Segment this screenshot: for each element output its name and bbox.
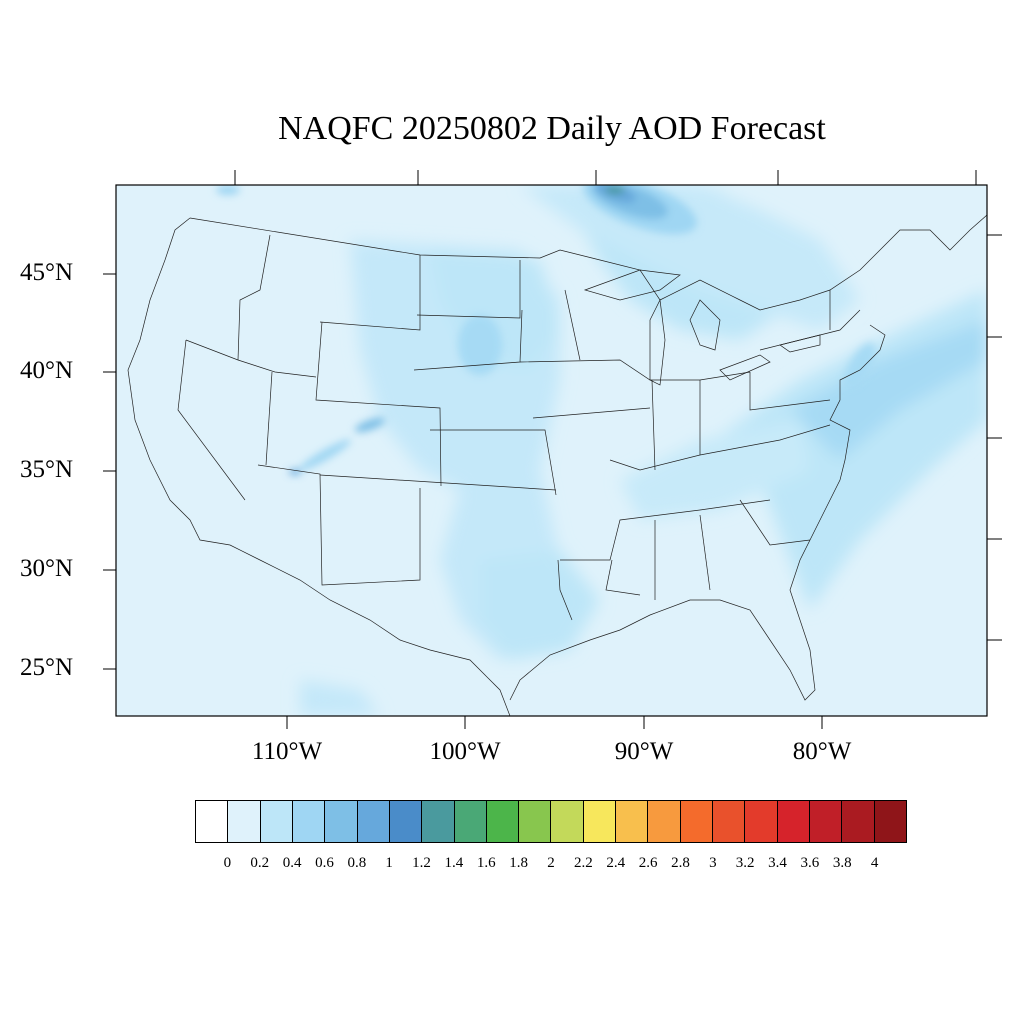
colorbar-swatch xyxy=(616,801,649,842)
colorbar-label: 1.6 xyxy=(476,855,496,871)
colorbar-label: 2.6 xyxy=(638,855,658,871)
lat-label-25: 25°N xyxy=(20,654,74,681)
map-title: NAQFC 20250802 Daily AOD Forecast xyxy=(278,110,826,147)
colorbar-label: 3.6 xyxy=(800,855,820,871)
lat-label-35: 35°N xyxy=(20,456,74,483)
colorbar-label: 1 xyxy=(385,855,393,871)
colorbar-swatch xyxy=(422,801,455,842)
colorbar-swatch xyxy=(325,801,358,842)
colorbar-swatch xyxy=(389,801,423,842)
colorbar-swatch xyxy=(583,801,617,842)
colorbar-label: 0.4 xyxy=(282,855,302,871)
lon-label-110w: 110°W xyxy=(251,738,323,765)
aod-field xyxy=(116,185,987,716)
lon-label-80w: 80°W xyxy=(792,738,852,765)
colorbar-label: 4 xyxy=(870,855,879,871)
colorbar-swatch xyxy=(713,801,746,842)
colorbar-label: 0.8 xyxy=(347,855,367,871)
colorbar-swatch xyxy=(680,801,713,842)
colorbar-swatch xyxy=(454,801,487,842)
colorbar-label: 1.4 xyxy=(444,855,464,871)
lat-label-45: 45°N xyxy=(20,259,74,286)
colorbar-swatch xyxy=(292,801,326,842)
colorbar-label: 3.2 xyxy=(735,855,755,871)
colorbar-swatch xyxy=(228,801,261,842)
colorbar-swatch xyxy=(842,801,875,842)
colorbar-swatch xyxy=(745,801,778,842)
colorbar-swatch xyxy=(809,801,843,842)
axis-ticks xyxy=(103,170,1002,729)
colorbar-label: 3.4 xyxy=(768,855,787,871)
map-frame xyxy=(115,184,988,717)
lon-label-100w: 100°W xyxy=(429,738,501,765)
colorbar-label: 2.8 xyxy=(671,855,690,871)
colorbar-label: 2.2 xyxy=(573,855,593,871)
colorbar-swatch xyxy=(260,801,293,842)
colorbar-swatch xyxy=(648,801,681,842)
colorbar-label: 1.2 xyxy=(412,855,431,871)
colorbar-swatch xyxy=(874,801,906,842)
colorbar-swatch xyxy=(357,801,390,842)
colorbar-label: 3 xyxy=(709,855,717,871)
colorbar-swatch xyxy=(519,801,552,842)
colorbar-swatch xyxy=(486,801,520,842)
state-boundaries xyxy=(127,214,987,716)
colorbar-label: 0.2 xyxy=(250,855,270,871)
colorbar-swatch xyxy=(777,801,810,842)
colorbar-swatch xyxy=(551,801,584,842)
colorbar-label: 0.6 xyxy=(315,855,334,871)
colorbar-label: 3.8 xyxy=(832,855,852,871)
colorbar-label: 2.4 xyxy=(606,855,626,871)
colorbar-label: 0 xyxy=(223,855,232,871)
colorbar-label: 1.8 xyxy=(509,855,528,871)
lat-label-30: 30°N xyxy=(20,555,74,582)
colorbar-label: 2 xyxy=(547,855,555,871)
lat-label-40: 40°N xyxy=(20,357,74,384)
colorbar-swatch xyxy=(196,801,229,842)
colorbar xyxy=(195,800,907,843)
lon-label-90w: 90°W xyxy=(614,738,674,765)
